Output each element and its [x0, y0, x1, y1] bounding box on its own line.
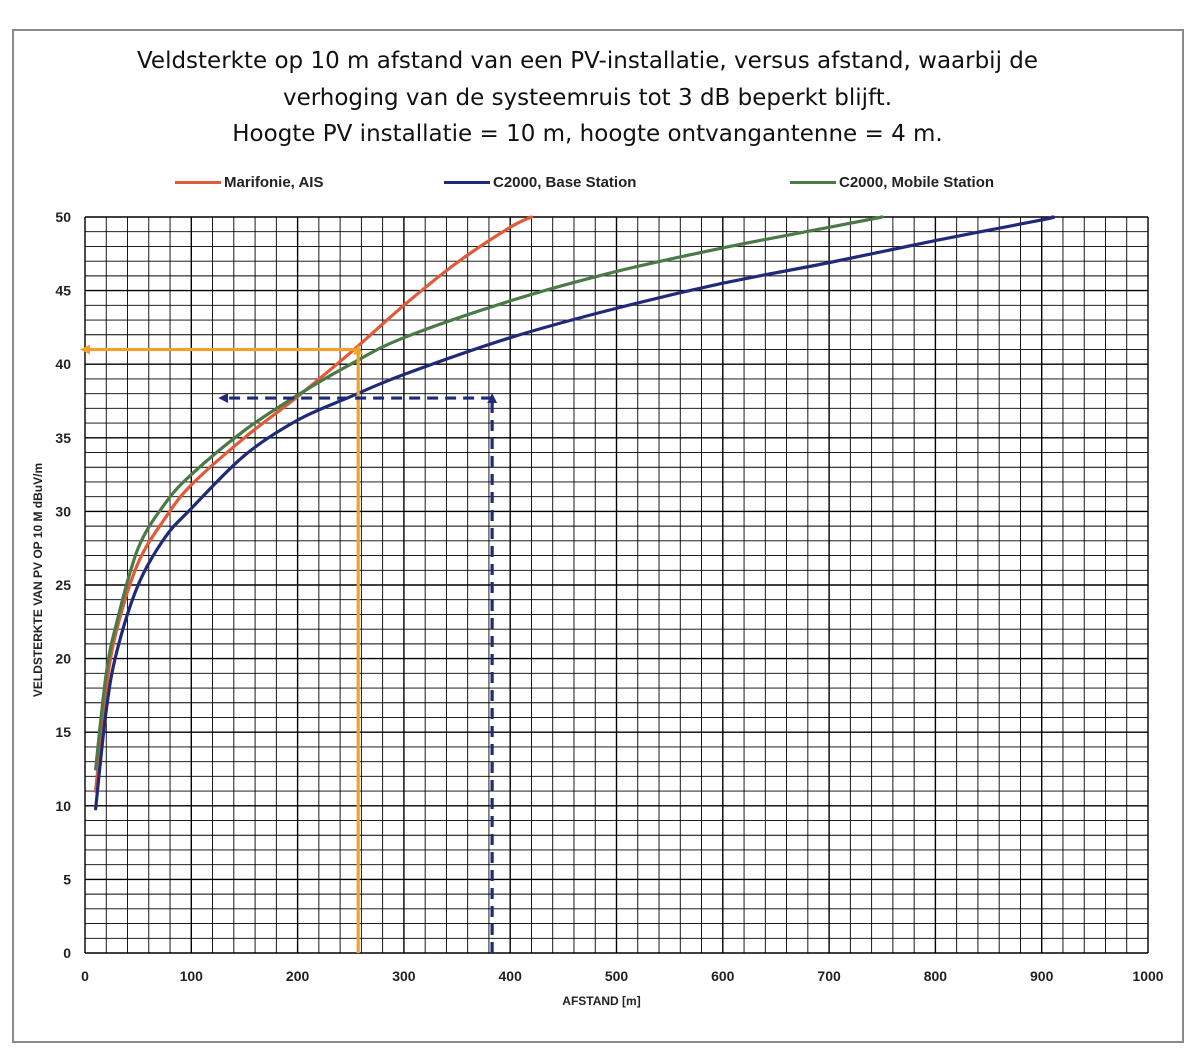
- chart-title-line-2: verhoging van de systeemruis tot 3 dB be…: [282, 85, 893, 111]
- x-tick-label: 800: [924, 968, 948, 984]
- series-line-c2000-base: [94, 215, 1056, 811]
- x-tick-label: 700: [817, 968, 841, 984]
- series-line-marifonie: [94, 215, 534, 793]
- x-tick-label: 500: [605, 968, 629, 984]
- y-tick-label: 50: [55, 209, 71, 225]
- legend-item-marifonie: Marifonie, AIS: [175, 172, 323, 192]
- y-axis-title: VELDSTERKTE VAN PV OP 10 M dBuV/m: [31, 463, 45, 697]
- x-tick-label: 1000: [1132, 968, 1163, 984]
- legend-swatch-c2000-base: [444, 180, 490, 184]
- x-tick-label: 300: [392, 968, 416, 984]
- outer-border: [12, 29, 1184, 1043]
- legend-swatch-c2000-mobile: [790, 180, 836, 184]
- chart-title-line-3: Hoogte PV installatie = 10 m, hoogte ont…: [232, 121, 943, 147]
- x-tick-label: 600: [711, 968, 735, 984]
- chart-title-line-1: Veldsterkte op 10 m afstand van een PV-i…: [136, 48, 1039, 74]
- tick-labels: 0 100 200 300 400 500 600 700 800 900 1000 0 5 10 15 20…: [55, 209, 1163, 984]
- y-tick-label: 35: [55, 430, 71, 446]
- x-tick-label: 400: [499, 968, 523, 984]
- legend-label-c2000-base: C2000, Base Station: [493, 173, 637, 191]
- legend-label-c2000-mobile: C2000, Mobile Station: [839, 173, 995, 191]
- gridlines: [84, 216, 1149, 954]
- y-tick-label: 20: [55, 651, 71, 667]
- y-tick-label: 25: [55, 577, 71, 593]
- y-tick-label: 45: [55, 283, 71, 299]
- x-tick-label: 0: [81, 968, 89, 984]
- y-tick-label: 30: [55, 503, 71, 519]
- y-tick-label: 5: [63, 871, 71, 887]
- legend-item-c2000-mobile: C2000, Mobile Station: [790, 172, 994, 192]
- y-tick-label: 40: [55, 356, 71, 372]
- y-tick-label: 10: [55, 798, 71, 814]
- legend-label-marifonie: Marifonie, AIS: [224, 173, 324, 191]
- series-lines: [94, 215, 1056, 811]
- x-axis-title: AFSTAND [m]: [562, 994, 640, 1008]
- legend-item-c2000-base: C2000, Base Station: [444, 172, 636, 192]
- annotation-arrows: [80, 344, 498, 953]
- x-tick-label: 200: [286, 968, 310, 984]
- x-tick-label: 900: [1030, 968, 1054, 984]
- series-line-c2000-mobile: [94, 215, 884, 771]
- y-tick-label: 0: [63, 945, 71, 961]
- y-tick-label: 15: [55, 724, 71, 740]
- x-tick-label: 100: [180, 968, 204, 984]
- legend-swatch-marifonie: [175, 180, 221, 184]
